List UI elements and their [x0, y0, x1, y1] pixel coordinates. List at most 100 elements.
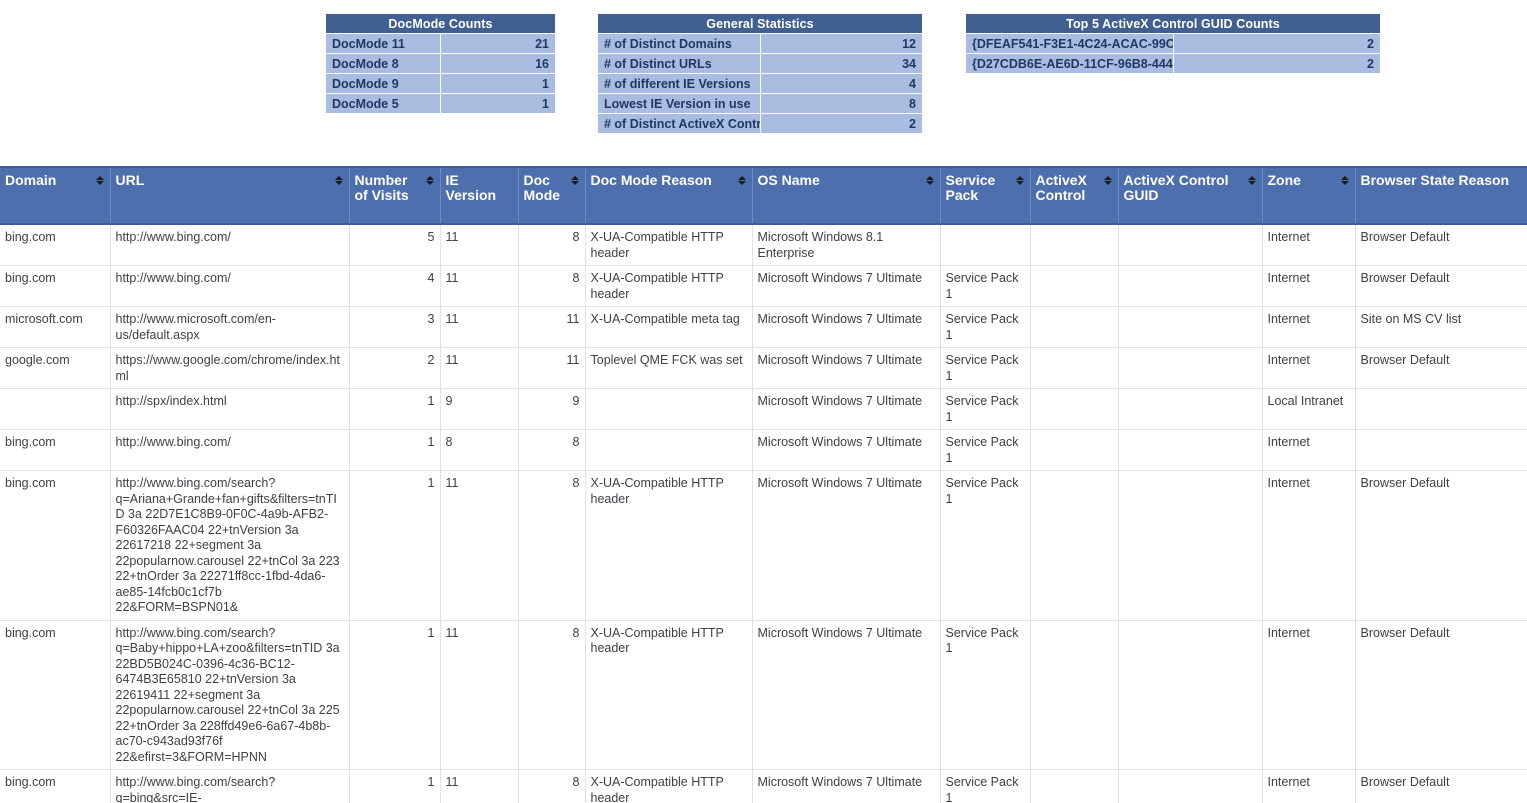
- table-row: DocMode 9 1: [325, 73, 556, 94]
- cell-ie-version: 11: [440, 347, 519, 389]
- docmode-counts-value-0: 21: [440, 33, 556, 54]
- column-header-ie-version[interactable]: IE Version: [440, 168, 519, 225]
- sort-icon[interactable]: [426, 176, 435, 189]
- cell-domain: bing.com: [0, 429, 111, 471]
- header-row: Domain URL Number of Visits IE Version D…: [0, 168, 1527, 225]
- table-row[interactable]: bing.com http://www.bing.com/5 11 8 X-UA-Com…: [0, 223, 1527, 266]
- table-row: # of Distinct URLs 34: [597, 53, 923, 74]
- table-row[interactable]: bing.com http://www.bing.com/search?q=Ari…: [0, 470, 1527, 621]
- cell-url: http://www.bing.com/search?q=Baby+hippo+…: [110, 620, 350, 770]
- cell-activex-control: [1030, 769, 1119, 803]
- activex-guid-counts-title-row: Top 5 ActiveX Control GUID Counts: [965, 13, 1381, 34]
- cell-ie-version: 11: [440, 265, 519, 307]
- cell-zone: Internet: [1261, 306, 1356, 348]
- sort-icon[interactable]: [1016, 176, 1025, 189]
- sort-icon[interactable]: [335, 176, 344, 189]
- cell-activex-control-guid: [1118, 388, 1263, 430]
- cell-doc-mode: 8: [518, 265, 586, 307]
- column-header-activex-control-guid-label: ActiveX Control GUID: [1123, 172, 1229, 203]
- docmode-counts-value-3: 1: [440, 93, 556, 114]
- cell-domain: bing.com: [0, 470, 111, 621]
- table-row[interactable]: bing.com http://www.bing.com/1 8 8 Microsoft…: [0, 429, 1527, 471]
- cell-ie-version: 11: [440, 620, 519, 770]
- cell-ie-version: 9: [440, 388, 519, 430]
- cell-zone: Internet: [1261, 620, 1356, 770]
- cell-doc-mode: 8: [518, 470, 586, 621]
- cell-visits: 4: [349, 265, 441, 307]
- cell-doc-mode-reason: X-UA-Compatible HTTP header: [585, 265, 753, 307]
- cell-domain: bing.com: [0, 620, 111, 770]
- column-header-doc-mode-reason[interactable]: Doc Mode Reason: [585, 168, 753, 225]
- cell-os-name: Microsoft Windows 7 Ultimate: [751, 620, 941, 770]
- cell-url: https://www.google.com/chrome/index.html: [110, 347, 350, 389]
- docmode-counts-label-3: DocMode 5: [325, 93, 441, 114]
- column-header-browser-state-reason[interactable]: Browser State Reason: [1355, 168, 1527, 225]
- column-header-doc-mode[interactable]: Doc Mode: [518, 168, 586, 225]
- sort-icon[interactable]: [1248, 176, 1257, 189]
- cell-doc-mode-reason: Toplevel QME FCK was set: [585, 347, 753, 389]
- sort-icon[interactable]: [1341, 176, 1350, 189]
- cell-visits: 5: [349, 223, 441, 266]
- general-statistics-body: General Statistics # of Distinct Domains…: [597, 13, 923, 134]
- cell-service-pack: Service Pack 1: [939, 429, 1031, 471]
- cell-browser-state-reason: Site on MS CV list: [1355, 306, 1527, 348]
- table-row: DocMode 8 16: [325, 53, 556, 74]
- cell-service-pack: Service Pack 1: [939, 620, 1031, 770]
- general-statistics-label-3: Lowest IE Version in use: [597, 93, 761, 114]
- docmode-counts-title: DocMode Counts: [325, 13, 556, 34]
- cell-url: http://www.bing.com/search?q=Ariana+Gran…: [110, 470, 350, 621]
- cell-activex-control: [1030, 265, 1119, 307]
- sort-icon[interactable]: [926, 176, 935, 189]
- column-header-domain[interactable]: Domain: [0, 168, 111, 225]
- cell-domain: bing.com: [0, 223, 111, 266]
- activex-guid-counts-table: Top 5 ActiveX Control GUID Counts {DFEAF…: [965, 13, 1381, 74]
- cell-zone: Internet: [1261, 769, 1356, 803]
- column-header-activex-control[interactable]: ActiveX Control: [1030, 168, 1119, 225]
- inventory-table: Domain URL Number of Visits IE Version D…: [0, 168, 1527, 803]
- general-statistics-label-2: # of different IE Versions: [597, 73, 761, 94]
- table-row[interactable]: bing.com http://www.bing.com/4 11 8 X-UA-Com…: [0, 265, 1527, 307]
- cell-url: http://www.bing.com/: [110, 223, 350, 266]
- docmode-counts-title-row: DocMode Counts: [325, 13, 556, 34]
- cell-os-name: Microsoft Windows 7 Ultimate: [751, 388, 941, 430]
- cell-activex-control-guid: [1118, 769, 1263, 803]
- column-header-zone-label: Zone: [1267, 172, 1301, 188]
- column-header-service-pack[interactable]: Service Pack: [940, 168, 1031, 225]
- sort-icon[interactable]: [1104, 176, 1113, 189]
- docmode-counts-value-2: 1: [440, 73, 556, 94]
- table-row: DocMode 11 21: [325, 33, 556, 54]
- activex-guid-counts-body: Top 5 ActiveX Control GUID Counts {DFEAF…: [965, 13, 1381, 74]
- cell-os-name: Microsoft Windows 7 Ultimate: [751, 769, 941, 803]
- table-row[interactable]: http://spx/index.html 1 9 9 Microsoft Window…: [0, 388, 1527, 430]
- cell-visits: 3: [349, 306, 441, 348]
- column-header-domain-label: Domain: [5, 172, 57, 188]
- docmode-counts-body: DocMode Counts DocMode 11 21 DocMode 8 1…: [325, 13, 556, 114]
- activex-guid-counts-title: Top 5 ActiveX Control GUID Counts: [965, 13, 1381, 34]
- cell-doc-mode: 8: [518, 620, 586, 770]
- column-header-number-of-visits-label: Number of Visits: [354, 172, 409, 203]
- column-header-activex-control-guid[interactable]: ActiveX Control GUID: [1118, 168, 1263, 225]
- column-header-zone[interactable]: Zone: [1262, 168, 1356, 225]
- column-header-os-name[interactable]: OS Name: [752, 168, 941, 225]
- cell-visits: 1: [349, 388, 441, 430]
- table-row: # of Distinct Domains 12: [597, 33, 923, 54]
- cell-doc-mode: 9: [518, 388, 586, 430]
- inventory-table-body: bing.com http://www.bing.com/5 11 8 X-UA-Com…: [0, 223, 1527, 803]
- sort-icon[interactable]: [738, 176, 747, 189]
- table-row[interactable]: microsoft.com http://www.microsoft.com/en…: [0, 306, 1527, 348]
- sort-icon[interactable]: [571, 176, 580, 189]
- table-row: # of different IE Versions 4: [597, 73, 923, 94]
- table-row[interactable]: bing.com http://www.bing.com/search?q=Bab…: [0, 620, 1527, 770]
- docmode-counts-table: DocMode Counts DocMode 11 21 DocMode 8 1…: [325, 13, 556, 114]
- cell-doc-mode-reason: X-UA-Compatible meta tag: [585, 306, 753, 348]
- cell-doc-mode: 8: [518, 429, 586, 471]
- sort-icon[interactable]: [96, 176, 105, 189]
- column-header-url[interactable]: URL: [110, 168, 350, 225]
- table-row[interactable]: bing.com http://www.bing.com/search?q=bin…: [0, 769, 1527, 803]
- cell-ie-version: 11: [440, 470, 519, 621]
- column-header-number-of-visits[interactable]: Number of Visits: [349, 168, 441, 225]
- table-row[interactable]: google.com https://www.google.com/chrome/…: [0, 347, 1527, 389]
- cell-activex-control: [1030, 388, 1119, 430]
- browser-inventory-grid[interactable]: Domain URL Number of Visits IE Version D…: [0, 166, 1527, 803]
- cell-os-name: Microsoft Windows 7 Ultimate: [751, 470, 941, 621]
